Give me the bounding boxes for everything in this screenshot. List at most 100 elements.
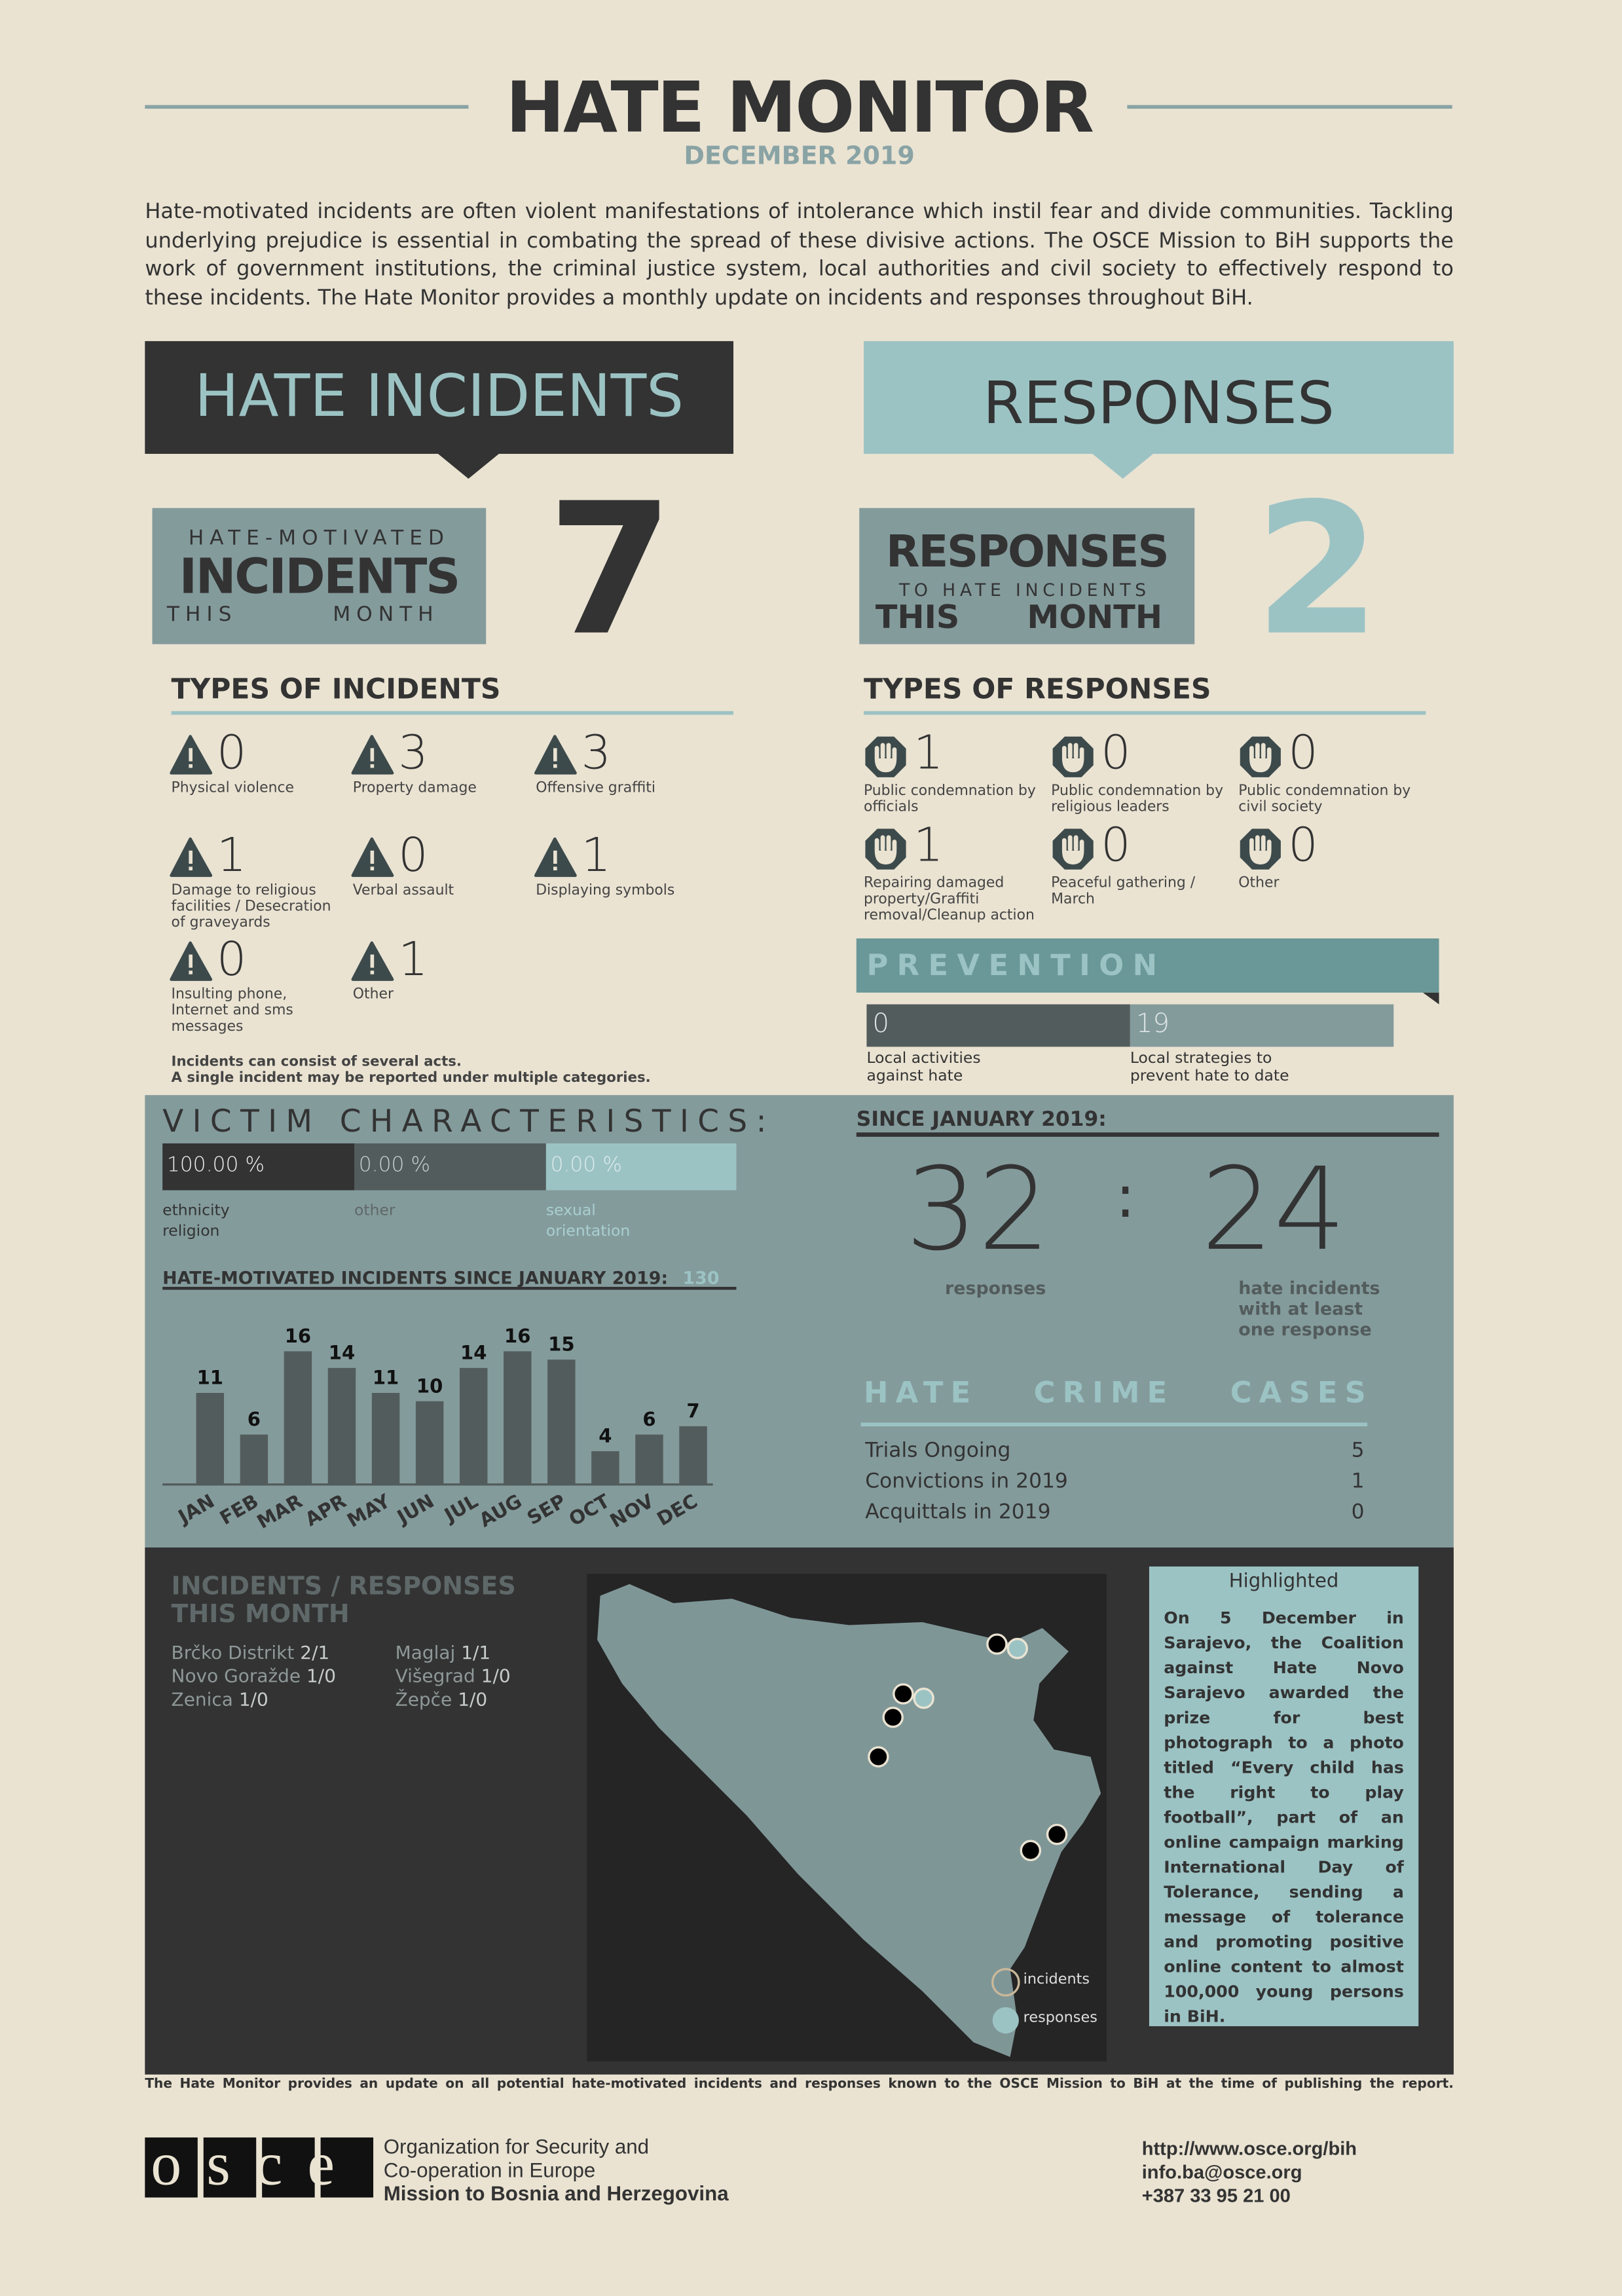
bar <box>459 1367 488 1485</box>
label-box <box>152 508 487 644</box>
incident-dot <box>1020 1840 1042 1861</box>
highlight-title: Highlighted <box>1228 1570 1339 1593</box>
section-heading: HATE INCIDENTS <box>194 363 684 431</box>
value-label: 4 <box>599 1425 612 1447</box>
case-value: 5 <box>1351 1439 1365 1463</box>
victim-value: 0.00 % <box>358 1153 431 1177</box>
map-dots <box>868 1633 1068 2034</box>
type-count: 0 <box>216 724 247 781</box>
since-number: 32 <box>905 1145 1051 1277</box>
type-count: 0 <box>398 827 428 883</box>
since-title: SINCE JANUARY 2019: <box>856 1108 1107 1132</box>
location: Višegrad 1/0 <box>396 1665 511 1687</box>
type-count: 0 <box>1288 817 1318 873</box>
location: Novo Goražde 1/0 <box>172 1665 336 1687</box>
incident-count: 7 <box>547 465 674 676</box>
warning-mark <box>370 866 375 871</box>
date: DECEMBER 2019 <box>684 141 915 172</box>
case-label: Trials Ongoing <box>865 1439 1011 1463</box>
warning-mark <box>370 954 375 968</box>
value-label: 16 <box>504 1325 530 1347</box>
value-label: 15 <box>548 1333 574 1356</box>
pointer <box>436 452 501 479</box>
location-name: Višegrad <box>395 1664 475 1687</box>
type-count: 0 <box>1101 724 1131 781</box>
response-dot <box>913 1688 934 1709</box>
box-text: HATE-MOTIVATED <box>188 527 450 551</box>
chart-title: HATE-MOTIVATED INCIDENTS SINCE JANUARY 2… <box>162 1268 719 1288</box>
prevention-value: 0 <box>872 1009 889 1040</box>
type-label: Damage to religious facilities / Desecra… <box>171 883 331 931</box>
location: Maglaj 1/1 <box>396 1641 491 1663</box>
bar <box>327 1367 356 1485</box>
type-count: 0 <box>1288 724 1318 781</box>
bar <box>504 1351 532 1485</box>
type-label: Public condemnation by officials <box>863 783 1036 816</box>
value-label: 10 <box>416 1375 443 1397</box>
warning-mark <box>370 971 375 974</box>
type-label: Peaceful gathering / March <box>1051 875 1196 908</box>
logo-box <box>145 2137 198 2198</box>
response-dot <box>1006 1638 1028 1659</box>
box-text: THIS MONTH <box>875 600 1163 637</box>
bar <box>591 1451 619 1485</box>
bar <box>196 1392 225 1485</box>
location-name: Žepče <box>395 1688 452 1711</box>
type-count: 0 <box>1101 817 1131 873</box>
type-count: 1 <box>581 827 612 883</box>
section-heading: RESPONSES <box>983 370 1335 438</box>
victim-title: VICTIM CHARACTERISTICS: <box>162 1103 775 1139</box>
incident-dot <box>986 1633 1008 1655</box>
logo <box>145 2137 374 2198</box>
chart-title-text: HATE-MOTIVATED INCIDENTS SINCE JANUARY 2… <box>162 1267 669 1289</box>
org-name: Mission to Bosnia and Herzegovina <box>383 2181 729 2205</box>
legend-label: incidents <box>1023 1972 1090 1988</box>
hand-mark <box>1061 743 1084 773</box>
bar <box>679 1426 707 1485</box>
contact: http://www.osce.org/bih <box>1141 2137 1357 2160</box>
org-name: Organization for Security and <box>383 2134 650 2158</box>
map-shape <box>597 1583 1101 2057</box>
victim-label: sexual orientation <box>545 1202 631 1240</box>
pointer <box>1090 452 1155 479</box>
types-title: TYPES OF INCIDENTS <box>171 673 501 706</box>
location-count: 1/0 <box>458 1688 488 1711</box>
logo-box <box>320 2137 374 2198</box>
intro: Hate-motivated incidents are often viole… <box>145 200 1454 311</box>
value-label: 6 <box>642 1408 655 1430</box>
victim-label: other <box>354 1202 396 1220</box>
location-count: 1/0 <box>306 1664 336 1687</box>
bar <box>635 1434 663 1485</box>
type-count: 1 <box>398 931 428 987</box>
contact: +387 33 95 21 00 <box>1141 2184 1291 2206</box>
prevention-title: PREVENTION <box>866 947 1166 983</box>
victim-value: 0.00 % <box>550 1153 622 1177</box>
title: HATE MONITOR <box>506 67 1094 150</box>
location-count: 2/1 <box>300 1641 330 1663</box>
victim-bar <box>162 1143 355 1191</box>
prevention-label: Local strategies to prevent hate to date <box>1130 1049 1289 1085</box>
bar <box>547 1360 576 1485</box>
location-count: 1/0 <box>238 1688 268 1711</box>
location-name: Zenica <box>171 1688 233 1711</box>
note: A single incident may be reported under … <box>171 1070 651 1086</box>
location-count: 1/1 <box>461 1641 491 1663</box>
bar <box>284 1351 312 1485</box>
heading-box <box>863 341 1454 454</box>
bar <box>371 1392 400 1485</box>
type-label: Public condemnation by religious leaders <box>1051 783 1224 816</box>
disclaimer: The Hate Monitor provides an update on a… <box>145 2077 1454 2092</box>
box-text: TO HATE INCIDENTS <box>898 580 1151 601</box>
type-count: 1 <box>913 817 944 873</box>
since-number: 24 <box>1200 1145 1346 1277</box>
highlight-text: On 5 December in Sarajevo, the Coalition… <box>1164 1608 1404 2027</box>
warning-mark <box>370 748 375 762</box>
value-label: 16 <box>285 1325 311 1347</box>
incident-dot <box>868 1746 889 1768</box>
cases-title: HATE CRIME CASES <box>863 1375 1373 1410</box>
type-label: Physical violence <box>171 780 295 797</box>
types-title: TYPES OF RESPONSES <box>863 673 1211 706</box>
location: Žepče 1/0 <box>396 1688 488 1711</box>
warning-mark <box>189 971 193 974</box>
value-label: 7 <box>686 1399 699 1422</box>
